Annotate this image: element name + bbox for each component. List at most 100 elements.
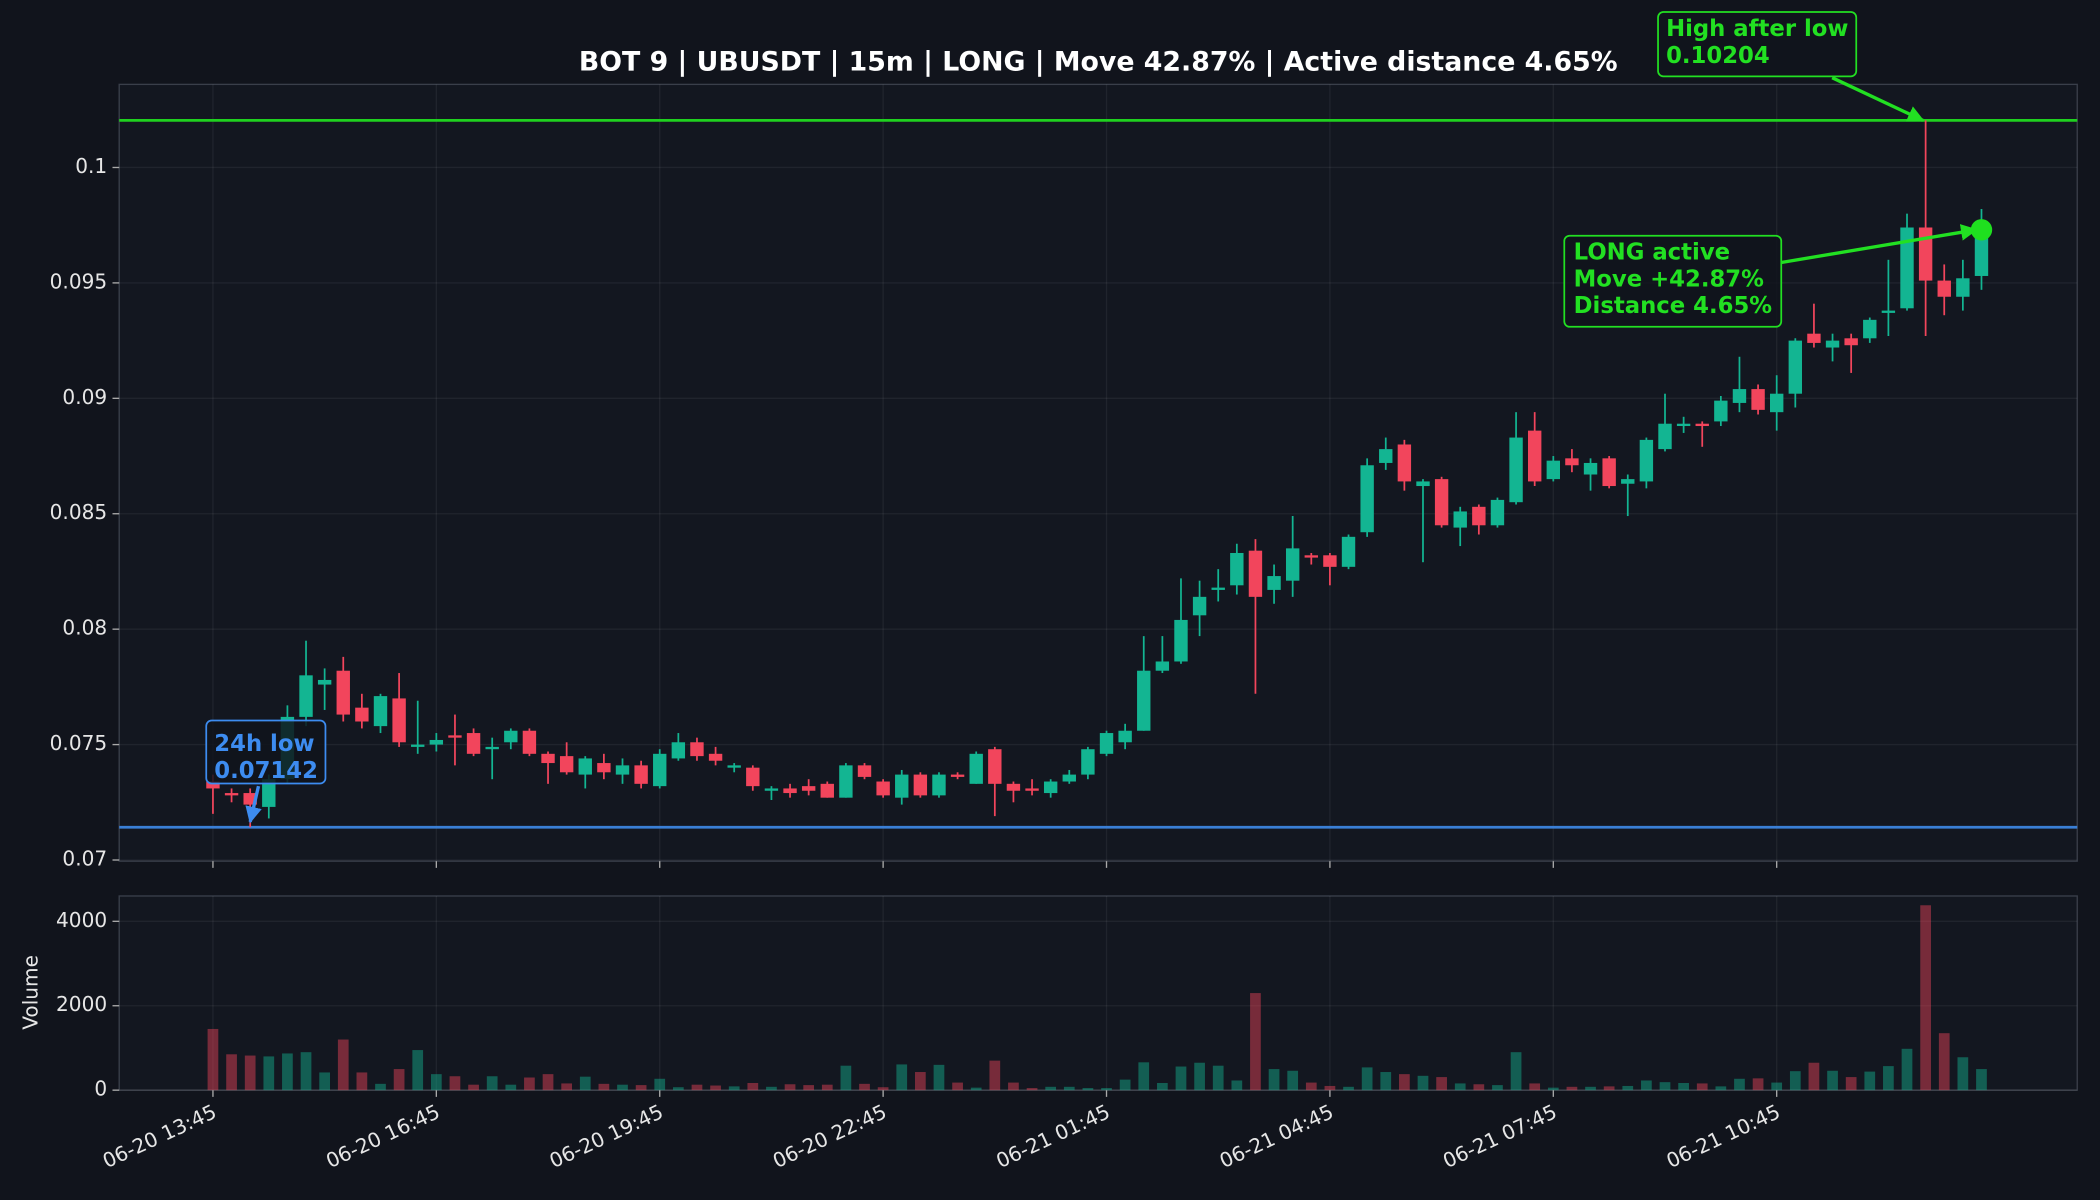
candle-body	[578, 758, 592, 775]
volume-bar	[1547, 1087, 1559, 1091]
volume-bar	[1026, 1088, 1038, 1091]
annotation-text: High after low	[1666, 16, 1848, 42]
volume-bar	[1454, 1083, 1466, 1091]
volume-bar	[1957, 1057, 1969, 1091]
volume-bar	[1529, 1083, 1541, 1091]
candle-body	[653, 753, 667, 787]
candle-body	[355, 707, 369, 722]
volume-bar	[970, 1087, 982, 1091]
candle-body	[1732, 389, 1747, 403]
candle-body	[466, 733, 481, 754]
candle-body	[857, 765, 872, 777]
candle-body	[504, 730, 518, 743]
candle-body	[317, 679, 332, 685]
volume-bar	[1938, 1033, 1950, 1091]
volume-bar	[821, 1084, 833, 1091]
candle-body	[1676, 423, 1691, 427]
volume-bar	[933, 1064, 945, 1091]
volume-bar	[598, 1083, 610, 1091]
candle-body	[764, 788, 779, 791]
volume-bar	[1343, 1086, 1354, 1091]
volume-bar	[1492, 1085, 1503, 1091]
candle-body	[1081, 749, 1095, 775]
y-tick-label: 0.1	[75, 154, 107, 178]
candle-body	[485, 746, 499, 750]
candle-body	[429, 739, 444, 745]
volume-bar	[915, 1072, 926, 1091]
volume-bar	[300, 1052, 312, 1091]
candle-body	[1248, 550, 1263, 597]
volume-bar	[989, 1060, 1001, 1091]
annotation-box	[1657, 11, 1858, 78]
volume-bar	[319, 1072, 330, 1091]
volume-bar	[803, 1085, 815, 1091]
volume-bar	[1920, 905, 1931, 1091]
candle-body	[1900, 227, 1914, 309]
volume-bar	[561, 1083, 573, 1091]
volume-bar	[1603, 1086, 1615, 1091]
candle-body	[1695, 423, 1709, 427]
candle-body	[1006, 783, 1021, 791]
volume-bar	[505, 1084, 517, 1091]
candle-body	[1881, 310, 1896, 313]
candle-body	[708, 753, 723, 761]
volume-bar	[691, 1084, 703, 1091]
candle-body	[690, 742, 704, 757]
candle-body	[876, 781, 890, 796]
volume-bar	[1845, 1077, 1857, 1091]
volume-bar	[766, 1086, 777, 1091]
candle-body	[262, 779, 276, 807]
candle-body	[1230, 552, 1244, 586]
annotation-text: Move +42.87%	[1574, 266, 1764, 292]
candle-body	[1099, 733, 1114, 754]
volume-bar	[430, 1074, 442, 1091]
candle-body	[299, 675, 313, 717]
candle-body	[727, 765, 741, 768]
candle-body	[839, 765, 853, 798]
volume-bar	[356, 1072, 368, 1091]
volume-bar	[1082, 1088, 1094, 1091]
volume-bar	[1771, 1082, 1783, 1091]
annotation-text: 24h low	[214, 731, 314, 757]
candle-body	[1565, 458, 1579, 466]
volume-bar	[1976, 1069, 1987, 1091]
annotation-box	[1563, 234, 1783, 328]
volume-bar	[1138, 1062, 1150, 1091]
candle-body	[1155, 661, 1170, 671]
candle-body	[1658, 423, 1672, 450]
volume-bar	[486, 1076, 498, 1091]
candle-body	[597, 763, 611, 773]
volume-bar	[1212, 1065, 1224, 1091]
volume-bar	[524, 1077, 535, 1091]
volume-bar	[468, 1084, 479, 1091]
y-tick-label: 0.095	[50, 269, 107, 293]
volume-bar	[207, 1028, 219, 1091]
volume-bar	[1752, 1078, 1764, 1091]
candle-body	[615, 765, 630, 775]
volume-bar	[1380, 1072, 1392, 1091]
volume-bar	[1789, 1071, 1801, 1091]
candle-body	[1360, 465, 1374, 533]
candle-body	[895, 774, 909, 798]
candle-body	[950, 774, 965, 777]
volume-bar	[1008, 1082, 1019, 1091]
volume-bar	[282, 1053, 293, 1091]
candle-body	[243, 793, 257, 805]
candle-body	[559, 756, 574, 773]
candle-body	[1211, 587, 1225, 590]
volume-bar	[1287, 1070, 1299, 1091]
volume-bar	[1157, 1083, 1168, 1091]
annotation-text: 0.07142	[214, 758, 318, 784]
volume-bar	[1417, 1075, 1429, 1091]
volume-bar	[1268, 1069, 1280, 1091]
candle-body	[1863, 319, 1877, 339]
candle-body	[1453, 511, 1467, 528]
candle-body	[634, 765, 648, 784]
candle-body	[1379, 449, 1393, 463]
candle-body	[1397, 444, 1412, 482]
volume-bar	[1324, 1085, 1336, 1091]
volume-bar	[654, 1078, 666, 1091]
candle-body	[1434, 479, 1449, 526]
volume-bar	[244, 1055, 256, 1091]
